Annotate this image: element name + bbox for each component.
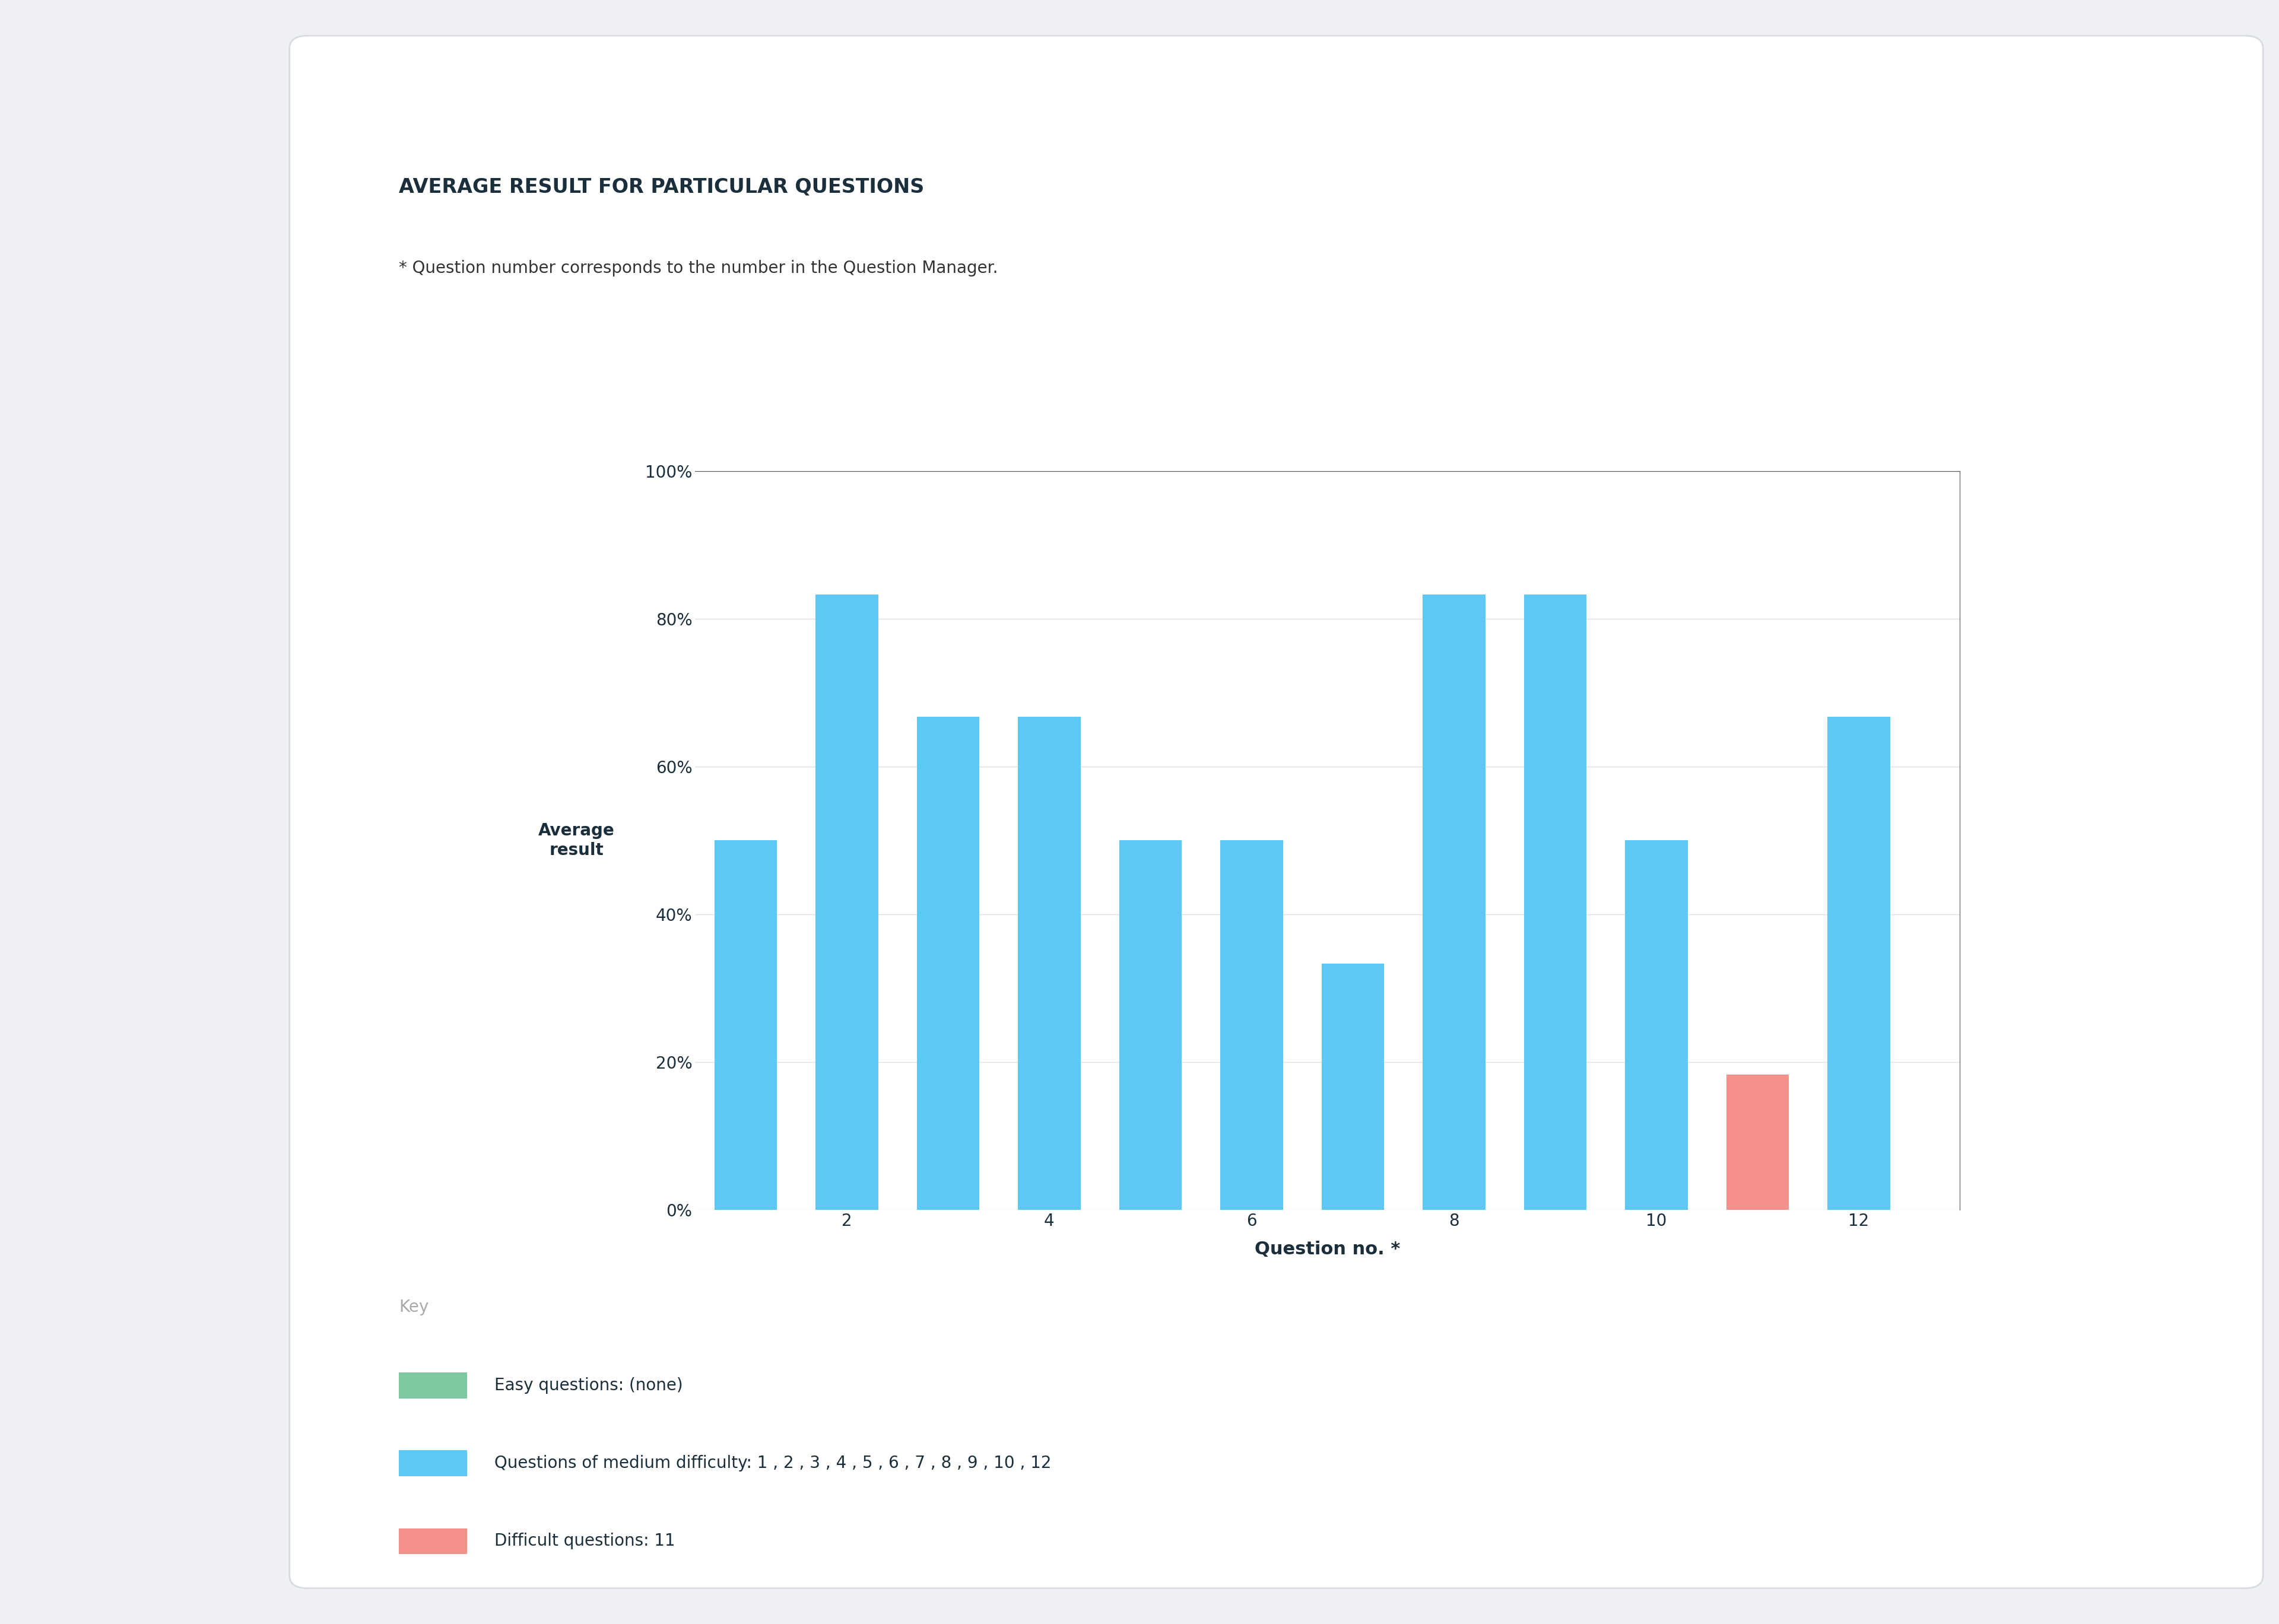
Bar [1525, 594, 1586, 1210]
Bar [1422, 594, 1486, 1210]
Text: Average
result: Average result [538, 822, 615, 859]
Bar [1219, 841, 1283, 1210]
Text: AVERAGE RESULT FOR PARTICULAR QUESTIONS: AVERAGE RESULT FOR PARTICULAR QUESTIONS [399, 177, 925, 197]
Text: * Question number corresponds to the number in the Question Manager.: * Question number corresponds to the num… [399, 260, 998, 276]
Bar [1828, 718, 1889, 1210]
Bar [1322, 963, 1383, 1210]
Bar [1019, 718, 1080, 1210]
Text: Difficult questions: 11: Difficult questions: 11 [495, 1533, 675, 1549]
Bar [713, 841, 777, 1210]
Bar [1625, 841, 1689, 1210]
Text: Key: Key [399, 1299, 428, 1315]
Bar [816, 594, 877, 1210]
Bar [1119, 841, 1183, 1210]
Text: Easy questions: (none): Easy questions: (none) [495, 1377, 684, 1393]
Text: Questions of medium difficulty: 1 , 2 , 3 , 4 , 5 , 6 , 7 , 8 , 9 , 10 , 12: Questions of medium difficulty: 1 , 2 , … [495, 1455, 1051, 1471]
Bar [916, 718, 980, 1210]
X-axis label: Question no. *: Question no. * [1256, 1241, 1399, 1259]
Bar [1725, 1075, 1789, 1210]
